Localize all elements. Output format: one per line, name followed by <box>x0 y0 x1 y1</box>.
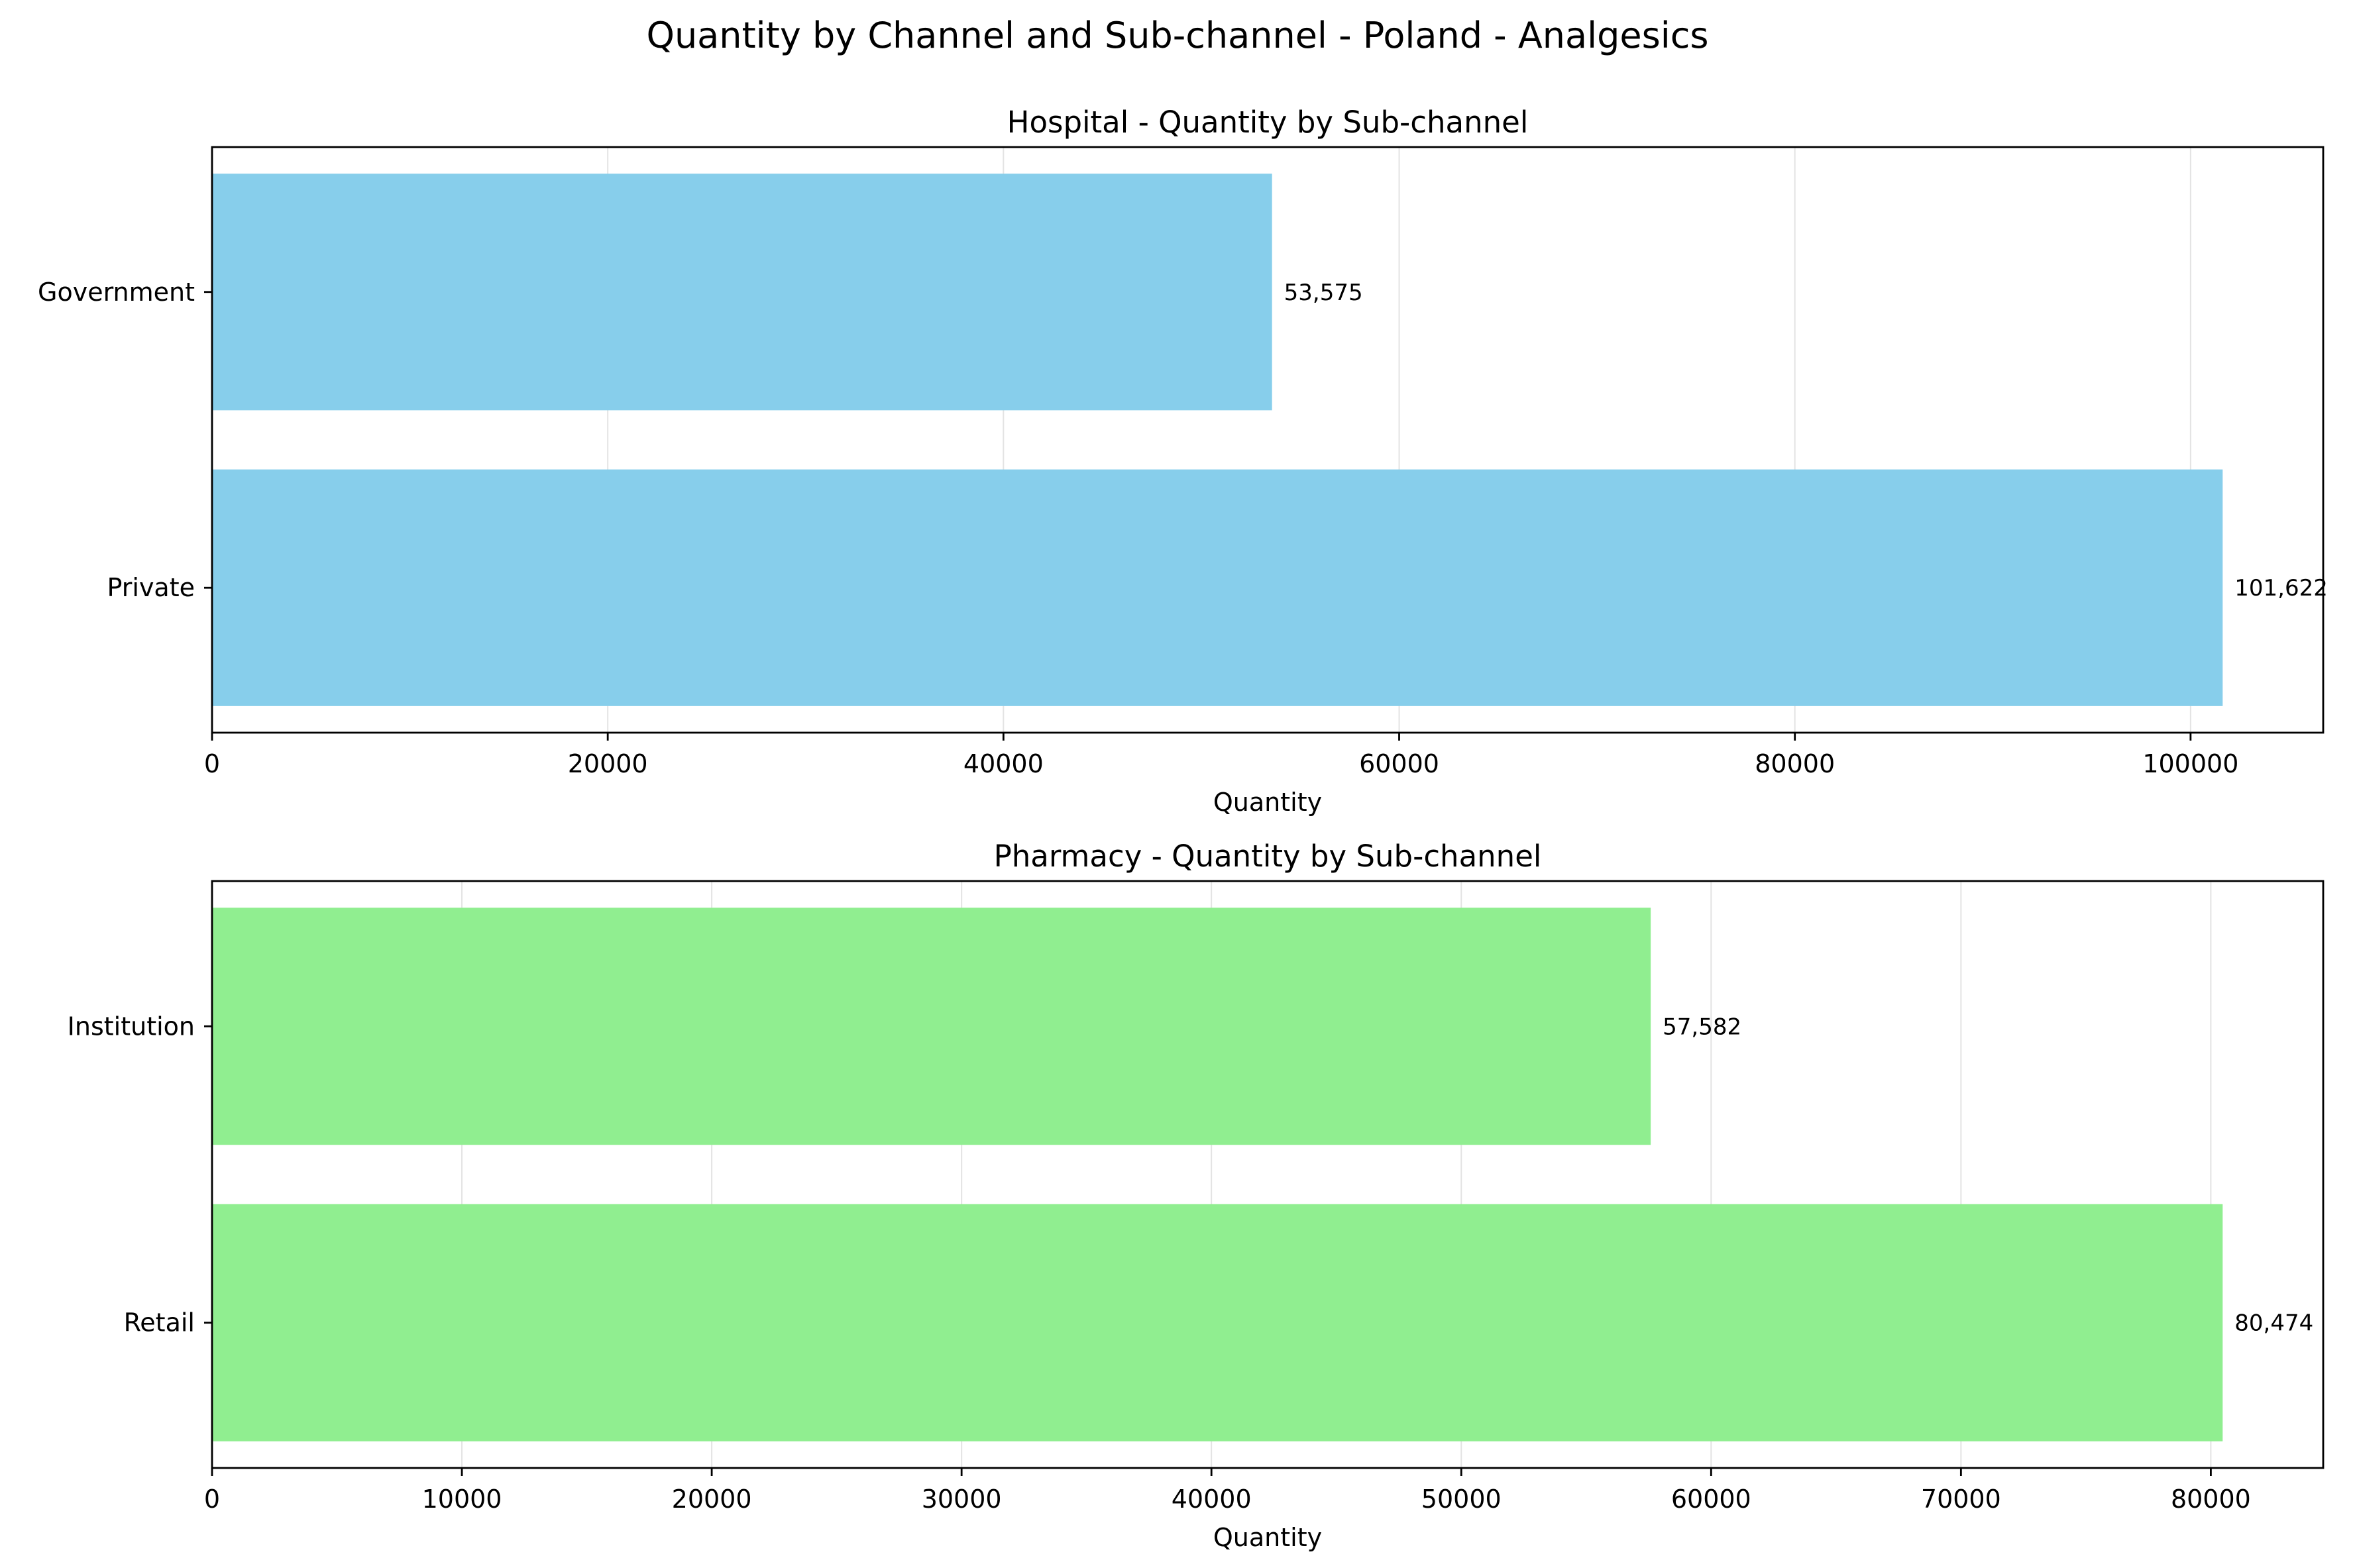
hospital-xaxis-label: Quantity <box>1213 788 1322 817</box>
hospital-xtick-label: 20000 <box>568 749 648 778</box>
pharmacy-plot-frame <box>211 880 2325 1469</box>
pharmacy-xaxis-label: Quantity <box>1213 1523 1322 1552</box>
pharmacy-xtick-label: 80000 <box>2171 1485 2251 1514</box>
pharmacy-xtick-label: 70000 <box>1921 1485 2001 1514</box>
hospital-plot-frame <box>211 146 2325 734</box>
pharmacy-xtick-label: 50000 <box>1421 1485 1502 1514</box>
hospital-xtick-label: 40000 <box>963 749 1044 778</box>
hospital-xtick-label: 80000 <box>1755 749 1835 778</box>
pharmacy-category-label: Retail <box>124 1308 195 1337</box>
pharmacy-xtick-label: 30000 <box>922 1485 1002 1514</box>
hospital-xtick-label: 100000 <box>2142 749 2238 778</box>
hospital-xtick-label: 0 <box>204 749 220 778</box>
pharmacy-category-label: Institution <box>68 1012 195 1041</box>
pharmacy-bar-institution <box>212 908 1651 1145</box>
hospital-category-label: Private <box>107 573 195 602</box>
hospital-bar-private <box>212 469 2223 706</box>
pharmacy-xtick-label: 0 <box>204 1485 220 1514</box>
pharmacy-value-label: 57,582 <box>1663 1014 1741 1040</box>
pharmacy-axes-title: Pharmacy - Quantity by Sub-channel <box>994 839 1542 874</box>
figure-suptitle: Quantity by Channel and Sub-channel - Po… <box>646 15 1708 56</box>
hospital-value-label: 53,575 <box>1284 280 1363 306</box>
hospital-category-label: Government <box>38 278 195 307</box>
hospital-axes-title: Hospital - Quantity by Sub-channel <box>1007 105 1529 140</box>
pharmacy-xtick-label: 10000 <box>422 1485 502 1514</box>
hospital-bar-government <box>212 174 1272 411</box>
hospital-value-label: 101,622 <box>2234 575 2328 601</box>
pharmacy-xtick-label: 60000 <box>1671 1485 1751 1514</box>
pharmacy-value-label: 80,474 <box>2234 1310 2313 1337</box>
pharmacy-bar-retail <box>212 1204 2223 1441</box>
pharmacy-xtick-label: 40000 <box>1172 1485 1252 1514</box>
hospital-axes: 53,575 Government 101,622 Private 0 20000 4000… <box>38 105 2328 817</box>
hospital-xtick-label: 60000 <box>1359 749 1439 778</box>
pharmacy-axes: 57,582 Institution 80,474 Retail 0 10000 20000… <box>68 839 2325 1552</box>
pharmacy-xtick-label: 20000 <box>672 1485 752 1514</box>
